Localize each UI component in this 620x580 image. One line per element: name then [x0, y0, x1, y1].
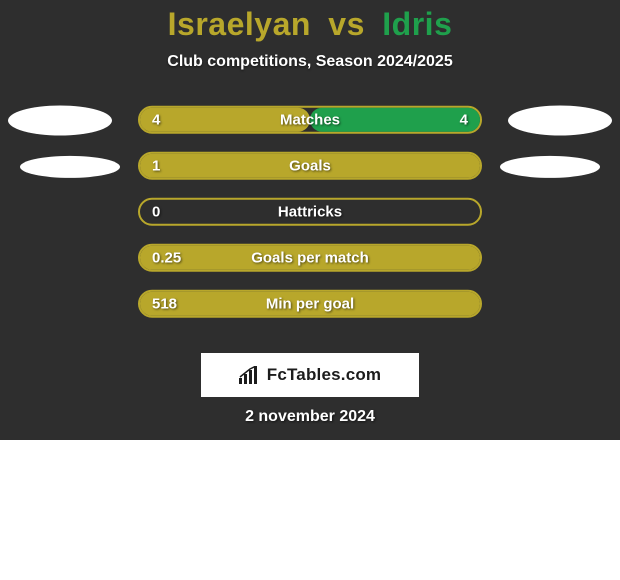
stat-row: 0 Hattricks [0, 191, 620, 237]
stat-row: 1 Goals [0, 145, 620, 191]
player2-name: Idris [382, 6, 452, 42]
stat-track: 0 Hattricks [138, 198, 482, 226]
stat-label: Goals [289, 157, 331, 174]
stat-label: Hattricks [278, 203, 342, 220]
stat-value-left: 0 [152, 203, 160, 220]
stat-label: Min per goal [266, 295, 354, 312]
player2-avatar [508, 106, 612, 136]
stat-row: 0.25 Goals per match [0, 237, 620, 283]
stat-value-left: 518 [152, 295, 177, 312]
card-title: Israelyan vs Idris [0, 0, 620, 43]
player1-name: Israelyan [168, 6, 311, 42]
stat-value-left: 0.25 [152, 249, 181, 266]
brand-label: FcTables.com [267, 365, 382, 385]
player1-avatar [8, 106, 112, 136]
brand-text: FcTables.com [239, 365, 382, 385]
player1-avatar [20, 156, 120, 178]
brand-badge: FcTables.com [201, 353, 419, 397]
stat-label: Matches [280, 111, 340, 128]
comparison-card: Israelyan vs Idris Club competitions, Se… [0, 0, 620, 440]
date-text: 2 november 2024 [0, 408, 620, 426]
vs-text: vs [328, 6, 365, 42]
stat-row: 4 4 Matches [0, 99, 620, 145]
stat-rows: 4 4 Matches 1 Goals 0 Hattricks 0.25 Goals per m… [0, 99, 620, 329]
stat-value-left: 1 [152, 157, 160, 174]
stat-track: 0.25 Goals per match [138, 244, 482, 272]
stat-track: 1 Goals [138, 152, 482, 180]
player2-avatar [500, 156, 600, 178]
bars-icon [239, 366, 261, 384]
stat-track: 518 Min per goal [138, 290, 482, 318]
card-subtitle: Club competitions, Season 2024/2025 [0, 53, 620, 71]
stat-label: Goals per match [251, 249, 369, 266]
stat-value-right: 4 [460, 111, 468, 128]
stat-value-left: 4 [152, 111, 160, 128]
stat-row: 518 Min per goal [0, 283, 620, 329]
stat-track: 4 4 Matches [138, 106, 482, 134]
